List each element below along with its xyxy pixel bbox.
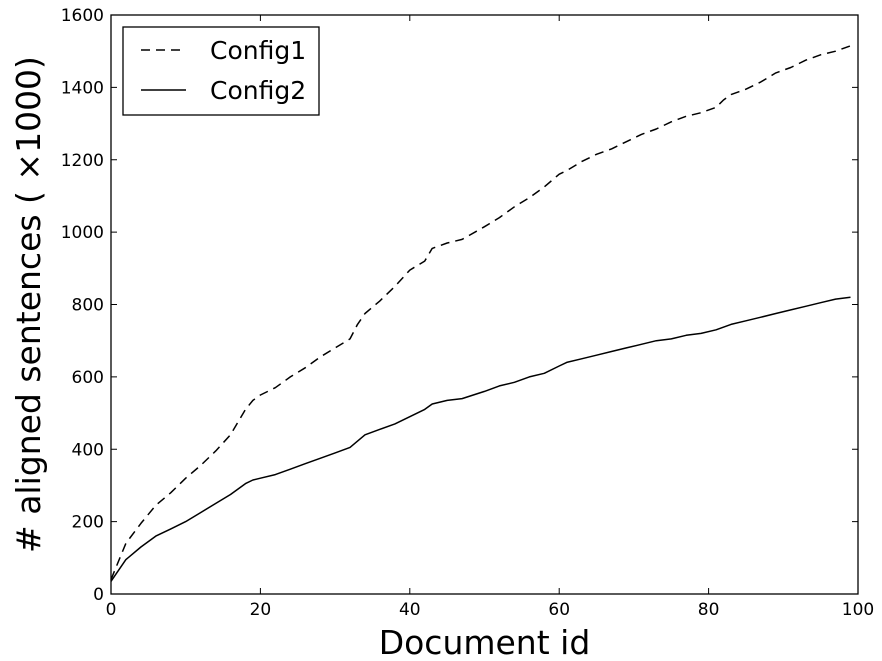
x-tick-label: 20 bbox=[250, 600, 272, 620]
legend-label-config1: Config1 bbox=[210, 36, 306, 65]
y-tick-label: 1200 bbox=[61, 151, 104, 171]
ticks-layer: 0 20 40 60 80 1000200400600800100012001400160… bbox=[61, 6, 874, 620]
y-tick-label: 400 bbox=[72, 440, 104, 460]
y-tick-label: 800 bbox=[72, 296, 104, 316]
y-tick-label: 1600 bbox=[61, 6, 104, 26]
x-axis-title: Document id bbox=[379, 623, 591, 661]
series-layer bbox=[110, 45, 851, 582]
x-tick-label: 0 bbox=[106, 600, 117, 620]
series-line-config1 bbox=[110, 45, 851, 580]
y-tick-label: 1000 bbox=[61, 223, 104, 243]
x-tick-label: 100 bbox=[842, 600, 874, 620]
x-tick-label: 40 bbox=[399, 600, 421, 620]
plot-frame bbox=[110, 14, 859, 595]
legend-label-config2: Config2 bbox=[210, 76, 306, 105]
x-tick-label: 60 bbox=[548, 600, 570, 620]
legend-box bbox=[122, 26, 320, 116]
y-tick-label: 1400 bbox=[61, 78, 104, 98]
x-tick-label: 80 bbox=[698, 600, 720, 620]
y-tick-label: 200 bbox=[72, 513, 104, 533]
y-tick-label: 0 bbox=[93, 585, 104, 605]
legend: Config1 Config2 bbox=[122, 26, 320, 116]
y-tick-label: 600 bbox=[72, 368, 104, 388]
y-axis-title: # aligned sentences ( ×1000) bbox=[9, 56, 48, 553]
series-line-config2 bbox=[110, 296, 851, 582]
